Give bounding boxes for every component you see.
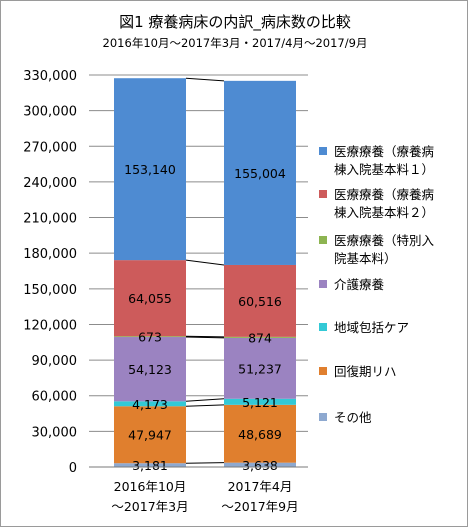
legend-label: 医療療養（療養病 [334, 144, 434, 159]
x-axis: 2016年10月 ～2017年3月 2017年4月 ～2017年9月 [89, 466, 308, 514]
category-label: ～2017年3月 [111, 499, 188, 514]
series-line [185, 336, 225, 339]
data-label: 64,055 [128, 291, 172, 306]
bars [114, 78, 296, 467]
series-line [185, 398, 225, 402]
legend-label: 介護療養 [334, 277, 385, 292]
legend-label: 院基本料） [334, 251, 397, 266]
legend-label: その他 [334, 410, 372, 425]
y-tick-label: 120,000 [23, 318, 77, 333]
y-tick-label: 60,000 [32, 390, 78, 405]
bar-segment [224, 264, 296, 337]
y-tick-label: 150,000 [23, 283, 77, 298]
y-tick-label: 30,000 [32, 425, 78, 440]
bar-segment [114, 78, 186, 261]
data-label: 47,947 [128, 428, 172, 443]
legend-label: 棟入院基本料２） [334, 205, 434, 220]
y-tick-label: 0 [69, 461, 77, 476]
data-label: 48,689 [238, 427, 282, 442]
legend-label: 医療療養（療養病 [334, 187, 434, 202]
y-tick-label: 330,000 [23, 69, 77, 84]
legend-swatch [319, 367, 327, 375]
bar-segment [114, 406, 186, 464]
legend-label: 棟入院基本料１） [334, 162, 434, 177]
data-labels: 3,181 47,947 4,173 54,123 673 64,055 153,140 3,… [124, 162, 286, 473]
series-line [185, 462, 225, 464]
bar-segment [224, 337, 296, 399]
legend-label: 医療療養（特別入 [334, 233, 435, 248]
legend-swatch [319, 280, 327, 288]
legend-swatch [319, 190, 327, 198]
bar-segment [114, 463, 186, 467]
legend-swatch [319, 236, 327, 244]
y-tick-label: 180,000 [23, 247, 77, 262]
data-label: 155,004 [234, 166, 286, 181]
data-label: 153,140 [124, 162, 176, 177]
bar-segment [224, 336, 296, 338]
category-label: ～2017年9月 [221, 499, 298, 514]
data-label: 874 [248, 330, 272, 345]
legend-label: 回復期リハ [334, 364, 397, 379]
bar-segment [224, 404, 296, 463]
data-label: 4,173 [132, 397, 168, 412]
data-label: 3,181 [132, 458, 168, 473]
bar-segment [224, 398, 296, 405]
data-label: 54,123 [128, 362, 172, 377]
series-line [185, 77, 225, 82]
data-label: 51,237 [238, 361, 282, 376]
y-tick-label: 90,000 [32, 354, 78, 369]
bar-segment [224, 80, 296, 265]
series-connectors [185, 77, 225, 464]
legend-swatch [319, 413, 327, 421]
data-label: 5,121 [242, 395, 278, 410]
series-line [185, 259, 225, 266]
category-label: 2017年4月 [228, 479, 293, 494]
bar-segment [224, 462, 296, 467]
category-label: 2016年10月 [114, 479, 187, 494]
legend-swatch [319, 323, 327, 331]
legend-swatch [319, 147, 327, 155]
chart-title: 図1 療養病床の内訳_病床数の比較 [119, 13, 351, 32]
bar-segment [114, 337, 186, 402]
y-tick-label: 300,000 [23, 105, 77, 120]
y-tick-label: 270,000 [23, 140, 77, 155]
y-tick-label: 210,000 [23, 212, 77, 227]
bar-segment [114, 260, 186, 337]
bar-segment [114, 336, 186, 338]
data-label: 673 [138, 330, 162, 345]
y-tick-label: 240,000 [23, 176, 77, 191]
data-label: 60,516 [238, 294, 282, 309]
y-axis: 0 30,000 60,000 90,000 120,000 150,000 180,000… [23, 69, 77, 476]
legend-label: 地域包括ケア [334, 320, 409, 335]
data-label: 3,638 [242, 458, 278, 473]
series-line [185, 335, 225, 338]
series-line [185, 404, 225, 407]
chart-subtitle: 2016年10月～2017年3月・2017/4月～2017/9月 [103, 36, 368, 50]
bar-segment [114, 401, 186, 407]
